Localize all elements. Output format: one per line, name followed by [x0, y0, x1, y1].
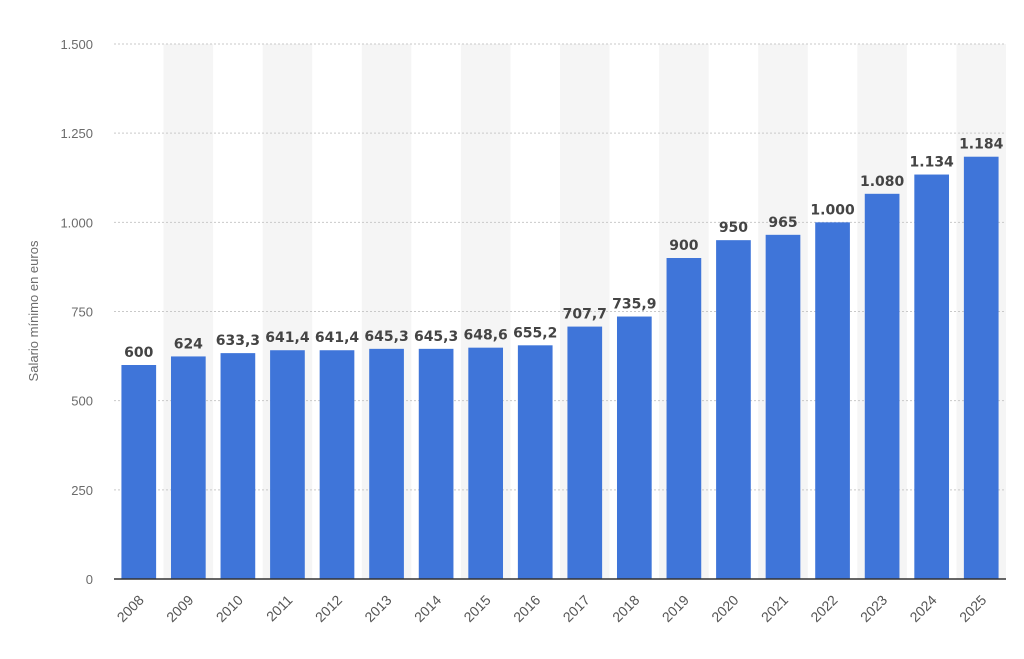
y-tick-label: 1.000: [60, 215, 93, 230]
bar: [963, 156, 999, 579]
y-tick-label: 500: [71, 394, 93, 409]
x-tick-label: 2011: [263, 592, 296, 625]
data-label: 641,4: [265, 330, 310, 346]
y-tick-label: 750: [71, 305, 93, 320]
data-label: 655,2: [513, 325, 557, 341]
y-axis-title: Salario mínimo en euros: [26, 240, 41, 381]
data-label: 1.184: [959, 137, 1004, 153]
x-axis: 2008 2009 2010 2011 2012 2013 2014 2015 2016 2017…: [114, 578, 1006, 625]
y-tick-label: 0: [86, 572, 93, 587]
bar: [468, 347, 504, 579]
x-tick-label: 2014: [411, 592, 444, 625]
x-tick-label: 2020: [708, 592, 741, 625]
data-label: 624: [174, 336, 203, 352]
data-label: 707,7: [563, 307, 607, 323]
data-label: 1.080: [860, 174, 905, 190]
data-label: 1.134: [910, 155, 955, 171]
bar: [765, 234, 801, 580]
data-label: 1.000: [810, 202, 855, 218]
data-label: 648,6: [464, 328, 508, 344]
bar: [220, 353, 256, 579]
x-tick-label: 2015: [460, 592, 493, 625]
x-tick-label: 2018: [609, 592, 642, 625]
bar: [716, 240, 751, 579]
gridlines: [114, 43, 1006, 491]
data-label: 950: [719, 220, 748, 236]
y-tick-label: 1.250: [60, 126, 93, 141]
y-axis: 0 250 500 750 1.000 1.250 1.500: [60, 37, 93, 587]
x-tick-label: 2022: [807, 592, 840, 625]
data-label: 900: [669, 238, 698, 254]
x-tick-label: 2008: [114, 592, 147, 625]
x-tick-label: 2013: [361, 592, 394, 625]
bar: [517, 345, 553, 579]
y-tick-label: 250: [71, 483, 93, 498]
data-label: 633,3: [216, 333, 260, 349]
bar: [369, 348, 404, 579]
data-label: 641,4: [315, 330, 360, 346]
data-label: 600: [124, 345, 153, 361]
x-tick-label: 2012: [312, 592, 345, 625]
bar: [864, 193, 900, 580]
x-tick-label: 2019: [659, 592, 692, 625]
data-label: 735,9: [612, 297, 656, 313]
x-tick-label: 2023: [857, 592, 890, 625]
x-tick-label: 2016: [510, 592, 543, 625]
data-label: 645,3: [364, 329, 408, 345]
x-tick-label: 2017: [560, 592, 593, 625]
bars: [121, 156, 999, 580]
bar: [418, 348, 454, 579]
bar: [616, 316, 652, 579]
x-tick-label: 2009: [163, 592, 196, 625]
x-tick-label: 2021: [758, 592, 791, 625]
bar: [914, 174, 950, 580]
bar: [121, 365, 157, 579]
x-tick-label: 2025: [956, 592, 989, 625]
bar: [319, 350, 355, 579]
x-tick-label: 2024: [906, 592, 939, 625]
bar: [270, 350, 305, 579]
y-tick-label: 1.500: [60, 37, 93, 52]
x-tick-label: 2010: [213, 592, 246, 625]
data-label: 645,3: [414, 329, 458, 345]
bar: [666, 258, 702, 579]
bar: [567, 326, 603, 579]
data-label: 965: [768, 215, 797, 231]
bar: [815, 222, 850, 580]
bar: [170, 356, 206, 579]
